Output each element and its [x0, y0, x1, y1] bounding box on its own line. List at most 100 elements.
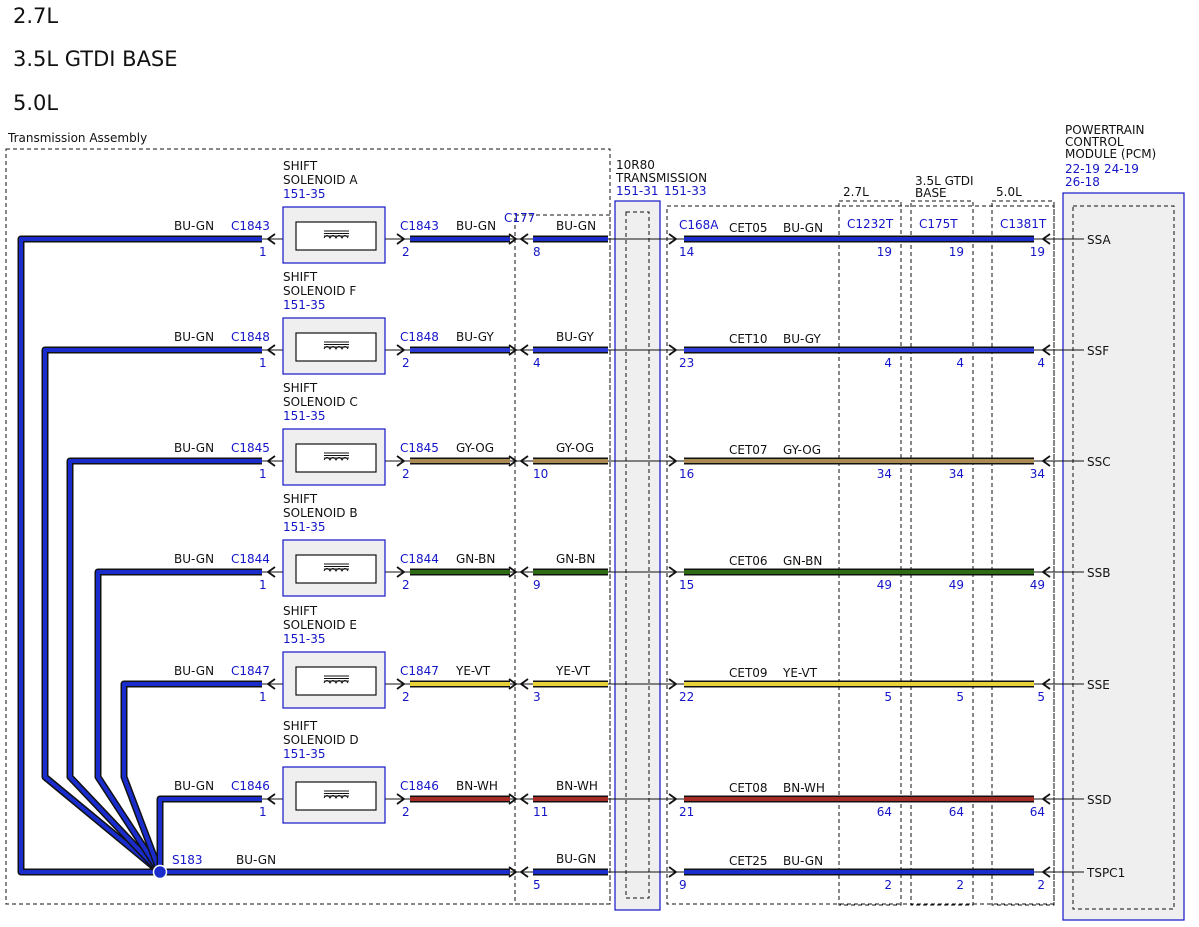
- arrow-c168a-3: [668, 455, 678, 467]
- left-wire-color-6: BU-GN: [174, 779, 214, 793]
- solenoid-name-4: SOLENOID B: [283, 506, 358, 520]
- engine-pin-2-3: 4: [1037, 356, 1045, 370]
- c168a-pin-6: 21: [679, 805, 694, 819]
- left-wire-color-4: BU-GN: [174, 552, 214, 566]
- c168a-pin-5: 22: [679, 690, 694, 704]
- circuit-id-2: CET10: [729, 332, 768, 346]
- arrow-pcm-4: [1041, 566, 1051, 578]
- connector-right-5: C1847: [400, 664, 439, 678]
- arrow-pin2-2: [396, 344, 406, 356]
- trans-connector-ref-2: 151-33: [664, 184, 707, 198]
- engine-column-label-2: 3.5L GTDI: [915, 174, 974, 188]
- trans-connector-name: 10R80: [616, 158, 655, 172]
- arrow-c177-in-5: [508, 678, 518, 690]
- labels-layer: Transmission Assembly10R80TRANSMISSION15…: [7, 123, 1156, 892]
- bus-outline-2: [41, 346, 262, 875]
- pcm-pin-1: SSA: [1087, 233, 1111, 247]
- tspc-engine-pin-3: 2: [1037, 878, 1045, 892]
- circuit-id-1: CET05: [729, 221, 768, 235]
- engine-connector-1: C1232T: [847, 217, 894, 231]
- wire-color-solenoid-side-2: BU-GY: [456, 330, 494, 344]
- solenoid-coil-box-2: [295, 332, 377, 362]
- c177-label: C177: [504, 211, 535, 225]
- engine-pin-5-2: 5: [956, 690, 964, 704]
- engine-pin-2-1: 4: [884, 356, 892, 370]
- engine-column-label-3: 5.0L: [996, 185, 1022, 199]
- connector-left-5: C1847: [231, 664, 270, 678]
- solenoid-coil-winding-3: [323, 457, 349, 461]
- solenoid-title-6: SHIFT: [283, 719, 318, 733]
- pcm-pin-2: SSF: [1087, 344, 1109, 358]
- arrow-c177-out-3: [519, 455, 529, 467]
- left-wire-color-2: BU-GN: [174, 330, 214, 344]
- connector-right-4: C1844: [400, 552, 439, 566]
- tspc-engine-pin-1: 2: [884, 878, 892, 892]
- parts-layer: [152, 206, 1051, 880]
- connector-left-3: C1845: [231, 441, 270, 455]
- tspc-engine-pin-2: 2: [956, 878, 964, 892]
- engine-pin-5-1: 5: [884, 690, 892, 704]
- wire-color-c177-side-3: GY-OG: [556, 441, 594, 455]
- solenoid-ref-6: 151-35: [283, 747, 326, 761]
- arrow-pin1-1: [266, 233, 276, 245]
- engine-pin-5-3: 5: [1037, 690, 1045, 704]
- arrow-pin1-4: [266, 566, 276, 578]
- bus-wire-2: [43, 348, 262, 874]
- wire-color-solenoid-side-4: GN-BN: [456, 552, 495, 566]
- c168a-pin-2: 23: [679, 356, 694, 370]
- wire-color-c177-side-4: GN-BN: [556, 552, 595, 566]
- wire-color-c177-side-6: BN-WH: [556, 779, 598, 793]
- pcm-body: [1062, 192, 1185, 921]
- arrow-pin2-6: [396, 793, 406, 805]
- pcm-pin-3: SSC: [1087, 455, 1111, 469]
- pin-right-4: 2: [402, 578, 410, 592]
- pin-right-5: 2: [402, 690, 410, 704]
- c177-pin-2: 4: [533, 356, 541, 370]
- solenoid-ref-3: 151-35: [283, 409, 326, 423]
- solenoid-title-2: SHIFT: [283, 270, 318, 284]
- solenoid-title-4: SHIFT: [283, 492, 318, 506]
- solenoid-coil-winding-6: [323, 795, 349, 799]
- trans-connector-subname: TRANSMISSION: [615, 171, 707, 185]
- pcm-ref-1: 22-19: [1065, 162, 1100, 176]
- wire-color-pcm-side-2: BU-GY: [783, 332, 821, 346]
- pcm-ref-2: 24-19: [1104, 162, 1139, 176]
- solenoid-coil-winding-4: [323, 568, 349, 572]
- solenoid-ref-4: 151-35: [283, 520, 326, 534]
- arrow-c168a-2: [668, 344, 678, 356]
- wire-color-solenoid-side-3: GY-OG: [456, 441, 494, 455]
- arrow-pcm-1: [1041, 233, 1051, 245]
- pcm-name-line-2: CONTROL: [1065, 135, 1124, 149]
- wire-color-solenoid-side-5: YE-VT: [455, 664, 491, 678]
- arrow-pin1-5: [266, 678, 276, 690]
- pcm-pin-5: SSE: [1087, 678, 1110, 692]
- wire-color-c177-side-5: YE-VT: [555, 664, 591, 678]
- solenoid-title-1: SHIFT: [283, 159, 318, 173]
- arrow-pin2-3: [396, 455, 406, 467]
- c177-pin-6: 11: [533, 805, 548, 819]
- c168a-pin-3: 16: [679, 467, 694, 481]
- arrow-c177-out-5: [519, 678, 529, 690]
- bus-wire-3: [68, 459, 262, 874]
- circuit-id-3: CET07: [729, 443, 768, 457]
- pcm-pin-4: SSB: [1087, 566, 1110, 580]
- pcm-name-line-1: POWERTRAIN: [1065, 123, 1145, 137]
- arrow-c177-in-2: [508, 344, 518, 356]
- engine-column-frame-1: [838, 200, 902, 906]
- arrow-pcm-tspc: [1041, 866, 1051, 878]
- circuit-id-5: CET09: [729, 666, 768, 680]
- arrow-pcm-3: [1041, 455, 1051, 467]
- pcm-inner-frame: [1072, 205, 1175, 910]
- arrow-c168a-4: [668, 566, 678, 578]
- engine-pin-1-2: 19: [949, 245, 964, 259]
- tspc-wire-color-left: BU-GN: [236, 853, 276, 867]
- solenoid-ref-1: 151-35: [283, 187, 326, 201]
- solenoid-coil-winding-2: [323, 346, 349, 350]
- engine-pin-6-1: 64: [877, 805, 892, 819]
- c168a-pin-4: 15: [679, 578, 694, 592]
- connector-right-3: C1845: [400, 441, 439, 455]
- wire-color-c177-side-2: BU-GY: [556, 330, 594, 344]
- connector-left-4: C1844: [231, 552, 270, 566]
- c168a-label: C168A: [679, 218, 719, 232]
